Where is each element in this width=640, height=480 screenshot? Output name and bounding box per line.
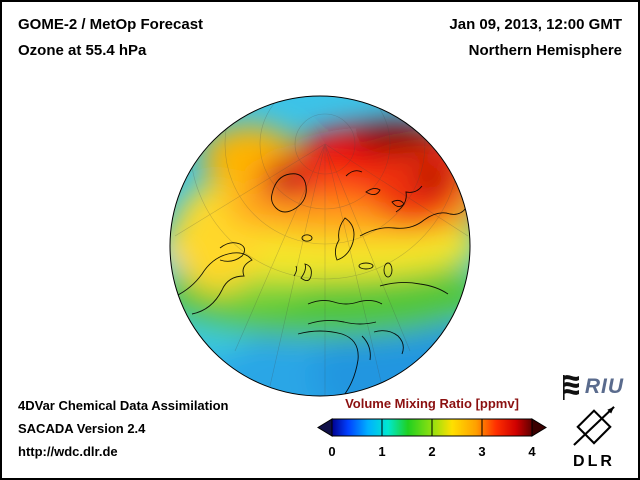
dlr-mark-icon xyxy=(573,406,615,446)
colorbar-tick-3: 3 xyxy=(478,444,486,459)
colorbar-tick-4: 4 xyxy=(528,444,536,459)
colorbar-arrow-right xyxy=(531,418,547,437)
colorbar-tick-marks xyxy=(381,419,483,436)
ozone-field-blobs xyxy=(170,122,470,396)
header-right: Jan 09, 2013, 12:00 GMT Northern Hemisph… xyxy=(449,12,622,64)
colorbar-title: Volume Mixing Ratio [ppmv] xyxy=(345,396,519,411)
hemisphere-label: Northern Hemisphere xyxy=(468,42,622,59)
riu-flag-icon xyxy=(562,375,579,400)
pressure-level-title: Ozone at 55.4 hPa xyxy=(18,42,147,59)
riu-logo-text: RIU xyxy=(584,375,624,398)
globe-outline xyxy=(169,95,471,397)
dlr-logo-text: DLR xyxy=(573,453,615,470)
globe-map xyxy=(160,86,480,406)
assimilation-label: 4DVar Chemical Data Assimilation xyxy=(18,398,229,413)
colorbar-tick-1: 1 xyxy=(378,444,386,459)
colorbar: Volume Mixing Ratio [ppmv] 0 1 2 3 4 xyxy=(316,396,548,468)
version-label: SACADA Version 2.4 xyxy=(18,421,146,436)
colorbar-tick-0: 0 xyxy=(328,444,336,459)
colorbar-arrow-left xyxy=(317,418,333,437)
colorbar-svg xyxy=(317,418,547,437)
data-url: http://wdc.dlr.de xyxy=(18,444,118,459)
forecast-datetime: Jan 09, 2013, 12:00 GMT xyxy=(449,16,622,33)
dlr-logo: DLR xyxy=(562,404,626,471)
globe-svg xyxy=(169,95,471,397)
product-title: GOME-2 / MetOp Forecast xyxy=(18,16,204,33)
colorbar-tick-2: 2 xyxy=(428,444,436,459)
coastlines xyxy=(175,170,467,396)
header-left: GOME-2 / MetOp Forecast Ozone at 55.4 hP… xyxy=(18,12,203,64)
riu-logo: RIU xyxy=(562,374,624,400)
graticule xyxy=(174,96,469,396)
